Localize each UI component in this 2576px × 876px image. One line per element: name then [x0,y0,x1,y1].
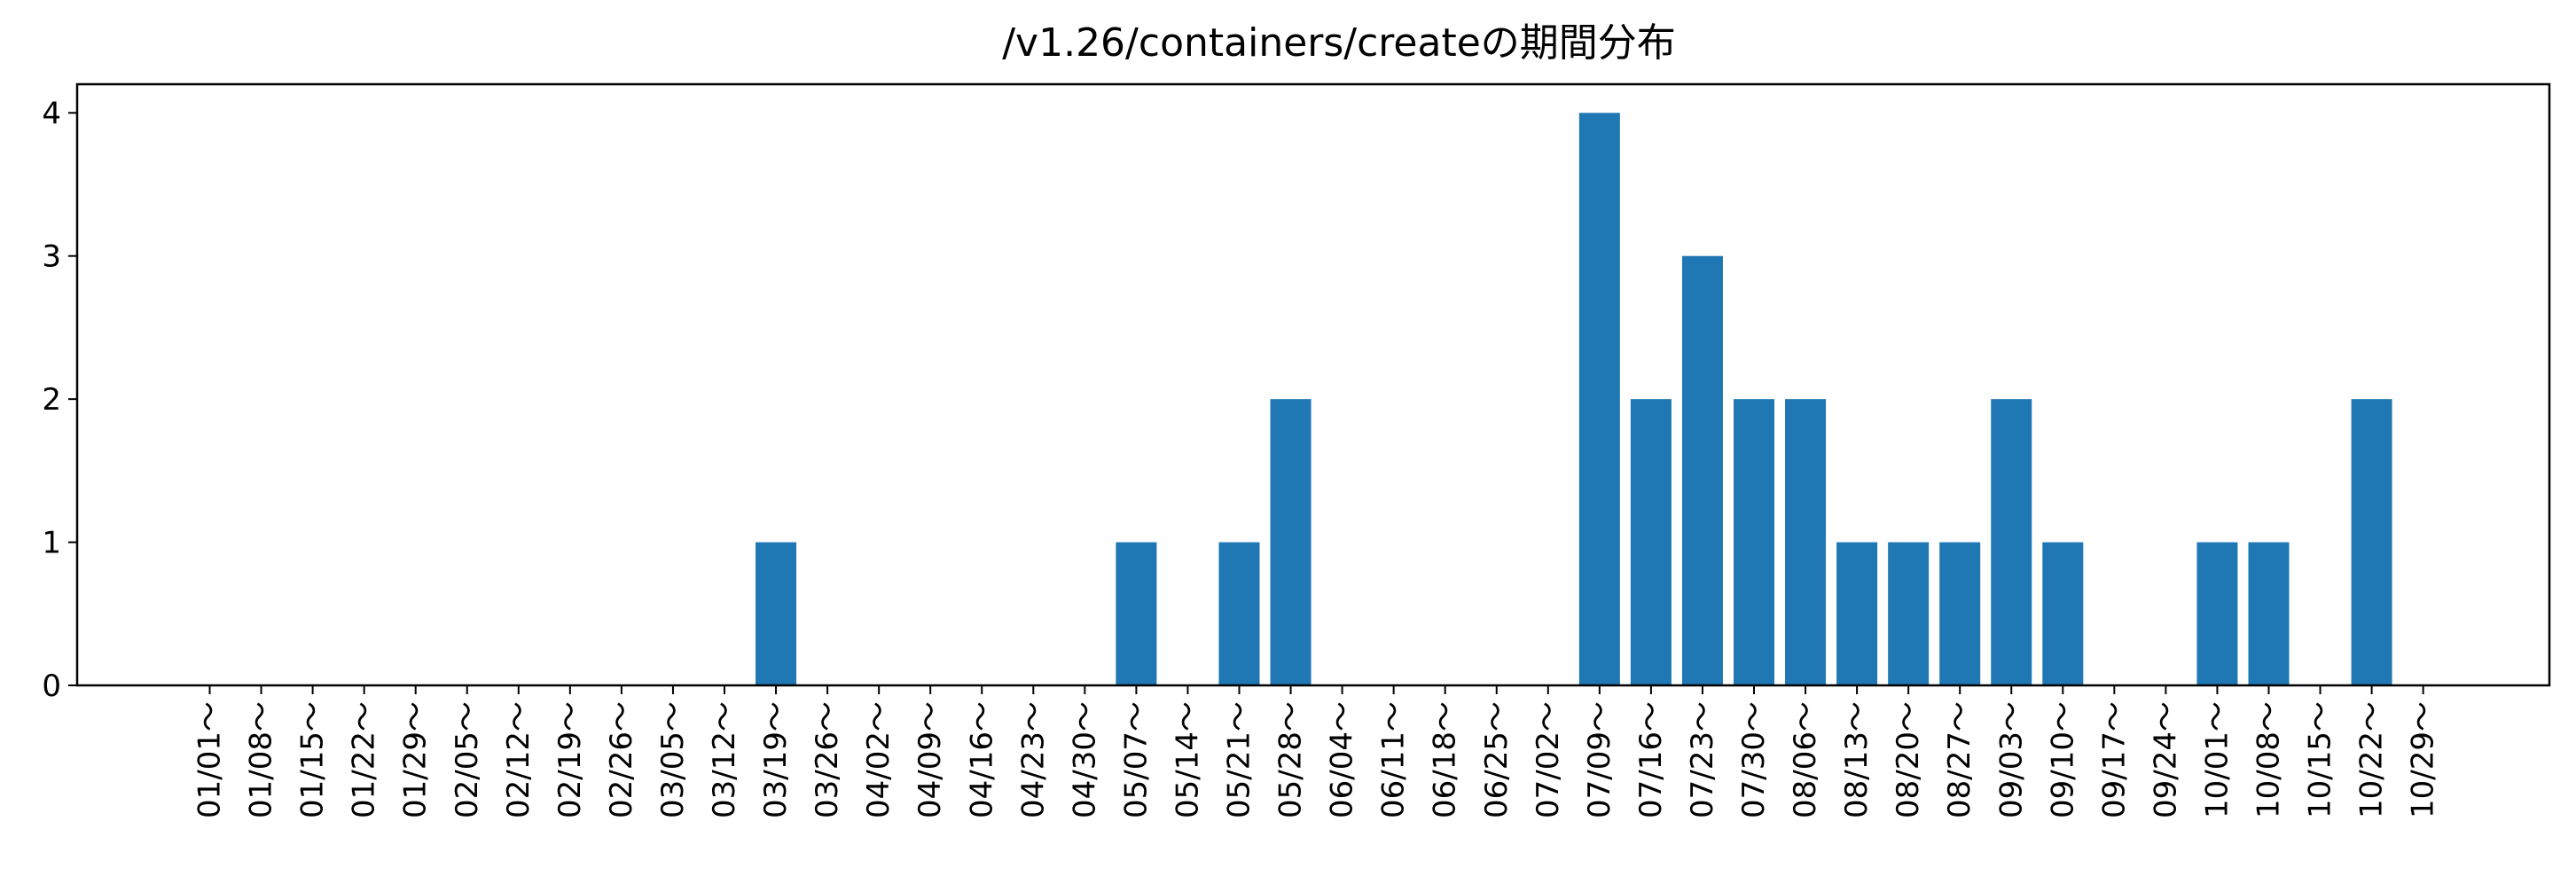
x-tick-label: 10/29～ [2406,701,2441,818]
bar-1022 [2351,399,2392,685]
bar-0806 [1785,399,1827,685]
x-tick-label: 02/05～ [450,701,485,818]
y-tick-label: 4 [42,96,61,131]
x-tick-label: 01/22～ [347,701,382,818]
bar-0507 [1116,542,1157,685]
bar-0827 [1939,542,1981,685]
x-tick-label: 03/19～ [758,701,794,818]
y-axis: 0 1 2 3 4 [42,96,77,704]
x-tick-label: 05/28～ [1273,701,1309,818]
y-tick-label: 2 [42,382,61,418]
bar-0903 [1991,399,2032,685]
x-tick-label: 08/20～ [1891,701,1926,818]
x-tick-label: 09/03～ [1993,701,2029,818]
bar-0716 [1630,399,1672,685]
x-tick-label: 03/05～ [655,701,691,818]
x-tick-label: 07/16～ [1633,701,1669,818]
plot-frame [75,82,2551,687]
x-tick-label: 02/12～ [501,701,536,818]
bar-0521 [1218,542,1260,685]
x-axis: 01/01～ 01/08～ 01/15～ 01/22～ 01/29～ 02/05～ 02/1… [192,685,2441,818]
x-tick-label: 09/24～ [2148,701,2183,818]
y-tick-label: 1 [42,526,61,561]
x-tick-label: 10/01～ [2199,701,2235,818]
x-tick-label: 01/15～ [295,701,331,818]
x-tick-label: 09/17～ [2096,701,2132,818]
x-tick-label: 04/16～ [964,701,999,818]
x-tick-label: 10/15～ [2303,701,2338,818]
chart-title: /v1.26/containers/createの期間分布 [1002,20,1676,66]
x-tick-label: 02/19～ [552,701,588,818]
x-tick-label: 01/29～ [398,701,434,818]
x-tick-label: 03/26～ [810,701,845,818]
x-tick-label: 06/04～ [1325,701,1360,818]
bar-0820 [1888,542,1930,685]
x-tick-label: 04/30～ [1067,701,1102,818]
x-tick-label: 06/25～ [1479,701,1515,818]
x-tick-label: 07/23～ [1685,701,1720,818]
x-tick-label: 08/13～ [1839,701,1875,818]
x-tick-label: 08/27～ [1942,701,1977,818]
bar-0730 [1734,399,1774,685]
y-tick-label: 0 [42,669,61,704]
x-tick-label: 08/06～ [1788,701,1823,818]
x-tick-label: 02/26～ [604,701,639,818]
x-tick-label: 10/08～ [2251,701,2287,818]
y-tick-label: 3 [42,239,61,275]
x-tick-label: 01/01～ [192,701,228,818]
x-tick-label: 05/14～ [1170,701,1205,818]
x-tick-label: 07/02～ [1531,701,1566,818]
bars-layer [756,113,2392,686]
x-tick-label: 05/21～ [1222,701,1257,818]
bar-0723 [1681,255,1723,685]
x-tick-label: 07/30～ [1736,701,1772,818]
x-tick-label: 04/02～ [861,701,897,818]
x-tick-label: 04/23～ [1015,701,1051,818]
x-tick-label: 05/07～ [1118,701,1154,818]
bar-0319 [756,542,797,685]
x-tick-label: 10/22～ [2354,701,2390,818]
bar-0528 [1270,399,1311,685]
x-tick-label: 06/18～ [1428,701,1463,818]
x-tick-label: 06/11～ [1376,701,1412,818]
bar-0910 [2042,542,2084,685]
x-tick-label: 07/09～ [1582,701,1617,818]
x-tick-label: 01/08～ [244,701,279,818]
bar-1001 [2196,542,2238,685]
x-tick-label: 09/10～ [2045,701,2080,818]
x-tick-label: 03/12～ [707,701,742,818]
bar-0813 [1836,542,1878,685]
x-tick-label: 04/09～ [912,701,948,818]
bar-0709 [1578,113,1620,686]
bar-1008 [2248,542,2290,685]
